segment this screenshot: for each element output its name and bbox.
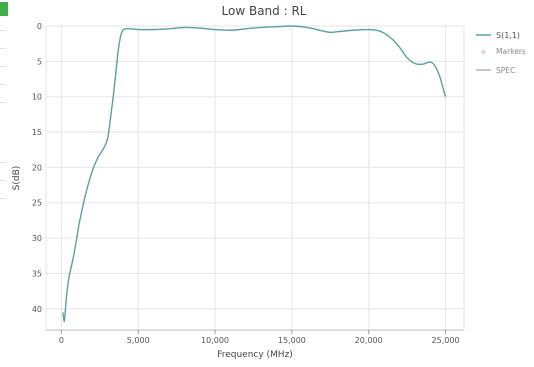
panel-divider — [0, 66, 6, 67]
series-layer — [62, 25, 447, 323]
panel-divider — [0, 102, 6, 103]
x-tick-label: 20,000 — [355, 336, 383, 345]
legend[interactable]: S(1,1) ✳ Markers SPEC — [476, 31, 526, 75]
left-edge-panel — [0, 0, 30, 367]
legend-label-markers: Markers — [496, 47, 526, 56]
series-line-0 — [62, 25, 447, 323]
markers-star-icon: ✳ — [480, 48, 487, 57]
chart-title: Low Band : RL — [222, 4, 307, 18]
green-tab[interactable] — [0, 2, 8, 16]
panel-divider — [0, 30, 6, 31]
legend-item-markers[interactable]: ✳ Markers — [480, 47, 526, 57]
grid — [45, 25, 465, 331]
y-tick-label: 40 — [32, 305, 42, 314]
x-tick-label: 10,000 — [201, 336, 229, 345]
x-tick-label: 15,000 — [278, 336, 306, 345]
y-tick-label: 35 — [32, 269, 42, 278]
y-tick-label: 30 — [32, 234, 42, 243]
x-axis-title: Frequency (MHz) — [217, 350, 293, 360]
panel-divider — [0, 198, 6, 199]
y-tick-label: 10 — [32, 93, 42, 102]
y-axis-title: S(dB) — [12, 166, 22, 191]
legend-item-spec[interactable]: SPEC — [476, 66, 515, 75]
legend-label-s11: S(1,1) — [496, 31, 520, 40]
y-tick-label: 20 — [32, 163, 42, 172]
legend-label-spec: SPEC — [496, 66, 515, 75]
panel-divider — [0, 180, 6, 181]
x-tick-label: 5,000 — [127, 336, 150, 345]
y-tick-label: 15 — [32, 128, 42, 137]
y-tick-label: 25 — [32, 199, 42, 208]
panel-divider — [0, 84, 6, 85]
y-tick-label: 5 — [37, 57, 42, 66]
x-tick-label: 0 — [59, 336, 64, 345]
legend-item-s11[interactable]: S(1,1) — [476, 31, 520, 40]
x-tick-label: 25,000 — [432, 336, 460, 345]
y-tick-label: 0 — [37, 22, 42, 31]
x-axis-ticks: 0 5,000 10,000 15,000 20,000 25,000 — [59, 330, 460, 345]
plot-frame — [45, 25, 465, 331]
panel-divider — [0, 48, 6, 49]
panel-divider — [0, 162, 6, 163]
y-axis-ticks: 0 5 10 15 20 25 30 35 40 — [32, 22, 42, 314]
